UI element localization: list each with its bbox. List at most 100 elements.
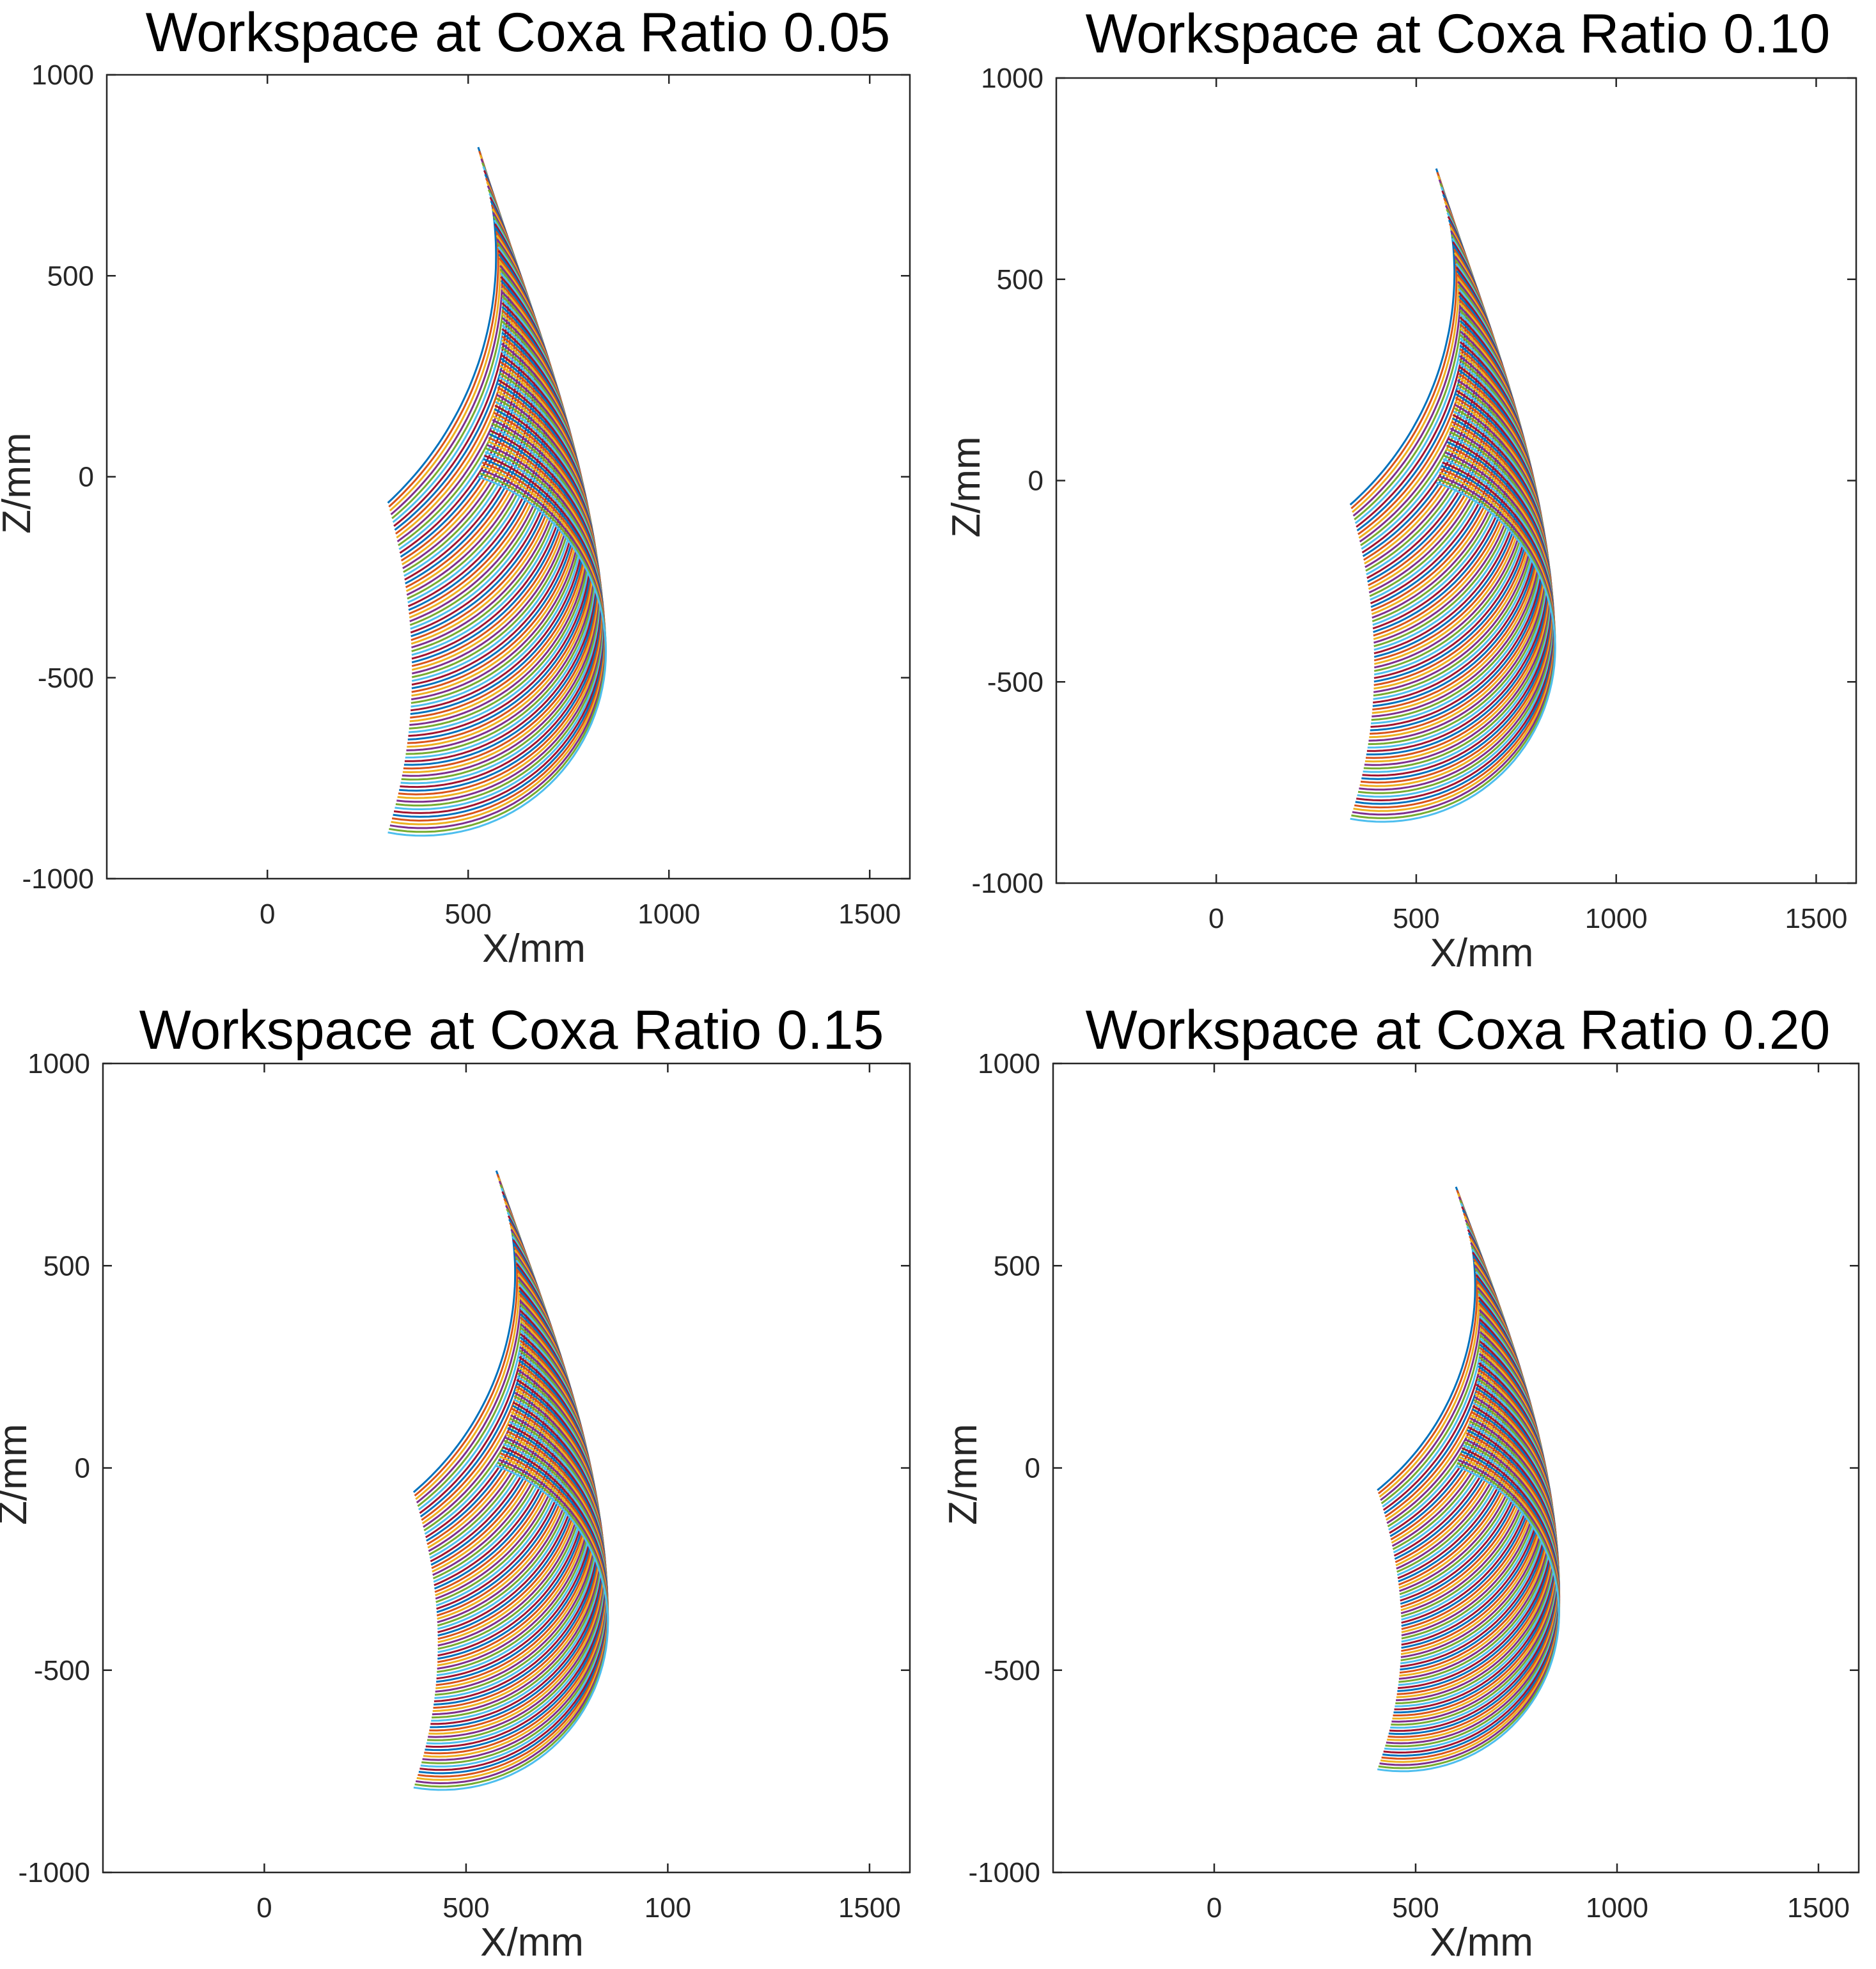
workspace-curve [1391,1417,1559,1723]
workspace-curve [432,1395,604,1719]
workspace-curve [1370,396,1547,735]
workspace-curve [1363,434,1552,773]
y-tick-label: 500 [997,264,1044,295]
y-tick-label: -1000 [22,863,94,895]
workspace-curve [1368,407,1549,746]
y-tick-label: -1000 [968,1857,1040,1888]
y-tick-label: -1000 [18,1857,90,1888]
workspace-curve [402,419,600,777]
y-tick-label: 1000 [978,1048,1040,1079]
workspace-curve [399,433,603,792]
workspace-curve [409,365,590,723]
workspace-curve [1357,458,1555,798]
workspace-curve [1396,1393,1556,1698]
workspace-curve [1392,1414,1559,1720]
workspace-curve [1350,171,1458,510]
workspace-curve [1370,393,1545,732]
workspace-curve [1360,444,1554,784]
workspace-curves [412,1170,609,1791]
workspace-curve [434,1376,600,1699]
workspace-curve [1371,382,1544,721]
workspace-curve [434,1372,599,1696]
workspace-curve [391,462,606,822]
workspace-curve [428,1411,606,1735]
workspace-curve [408,375,592,733]
workspace-curve [1369,400,1547,739]
chart-title: Workspace at Coxa Ratio 0.05 [146,2,891,63]
workspace-curve [1366,414,1550,752]
workspace-curve [1352,475,1556,816]
y-tick-label: -1000 [971,868,1044,899]
workspace-curve [1396,1390,1556,1695]
x-axis-label: X/mm [482,927,586,971]
workspace-curve [434,1379,600,1702]
workspace-curve [429,1408,606,1732]
workspace-curve [405,397,597,755]
workspace-curve [410,354,586,712]
workspace-curve [391,465,607,826]
workspace-curve [403,411,600,770]
chart-title: Workspace at Coxa Ratio 0.20 [1086,1000,1831,1061]
workspace-curve [1372,369,1540,707]
workspace-curve [433,1385,602,1709]
workspace-curve [1398,1377,1553,1683]
workspace-curve [404,404,598,762]
y-axis-label: Z/mm [0,1424,35,1525]
workspace-curve [432,1392,603,1716]
workspace-curve [1398,1374,1552,1680]
workspace-curve [430,1404,605,1729]
workspace-curve [421,1439,609,1764]
workspace-curve [402,415,600,774]
chart-panel-1: 0 500 1000 1500 1000 500 0 -500 -1000 Workspace a… [0,2,911,971]
chart-panel-3: 0 500 100 1500 1000 500 0 -500 -1000 Workspace at… [0,1000,911,1965]
workspace-curve [435,1369,598,1693]
workspace-curve [1377,1464,1560,1773]
y-tick-label: 0 [1028,466,1044,497]
x-tick-label: 500 [1392,1892,1439,1924]
workspace-curve [1364,427,1552,766]
workspace-curve [407,390,595,748]
workspace-curves [1377,1186,1561,1773]
workspace-curve [1365,421,1551,759]
y-tick-label: -500 [34,1655,90,1686]
workspace-curve [409,372,591,730]
workspace-curve [395,451,605,811]
workspace-curve [425,1427,607,1752]
workspace-curve [1373,365,1539,704]
workspace-curve [1359,448,1554,787]
workspace-curve [1367,410,1549,749]
workspace-curve [396,444,604,803]
y-tick-label: 1000 [981,63,1044,94]
workspace-curve [393,458,606,818]
y-tick-label: 0 [75,1453,90,1484]
y-tick-label: -500 [984,1655,1040,1686]
y-tick-label: -500 [987,666,1044,698]
workspace-curve [397,440,604,799]
chart-panel-2: 0 500 1000 1500 1000 500 0 -500 -1000 Workspace a… [944,3,1857,975]
workspace-curve [1395,1402,1557,1707]
x-tick-label: 1500 [1785,903,1848,934]
workspace-curve [1354,468,1556,809]
workspace-curve [423,1433,608,1758]
workspace-curve [389,472,607,833]
workspace-curve [408,379,593,737]
workspace-curve [436,1359,596,1683]
y-tick-label: 1000 [31,59,94,91]
workspace-curve [430,1401,604,1725]
workspace-curve [434,1382,601,1706]
workspace-curve [413,1464,609,1791]
workspace-curve [1373,324,1526,662]
workspace-curve [1353,471,1556,812]
workspace-curve [395,447,605,807]
x-axis-label: X/mm [480,1920,584,1965]
workspace-curve [1372,372,1541,710]
workspace-curves [387,146,607,837]
workspace-curve [1350,482,1556,823]
workspace-curve [410,357,588,715]
x-tick-label: 1500 [1787,1892,1850,1924]
workspace-curve [400,430,602,788]
workspace-curve [435,1366,598,1690]
workspace-curve [1357,455,1555,794]
chart-title: Workspace at Coxa Ratio 0.15 [139,1000,884,1061]
